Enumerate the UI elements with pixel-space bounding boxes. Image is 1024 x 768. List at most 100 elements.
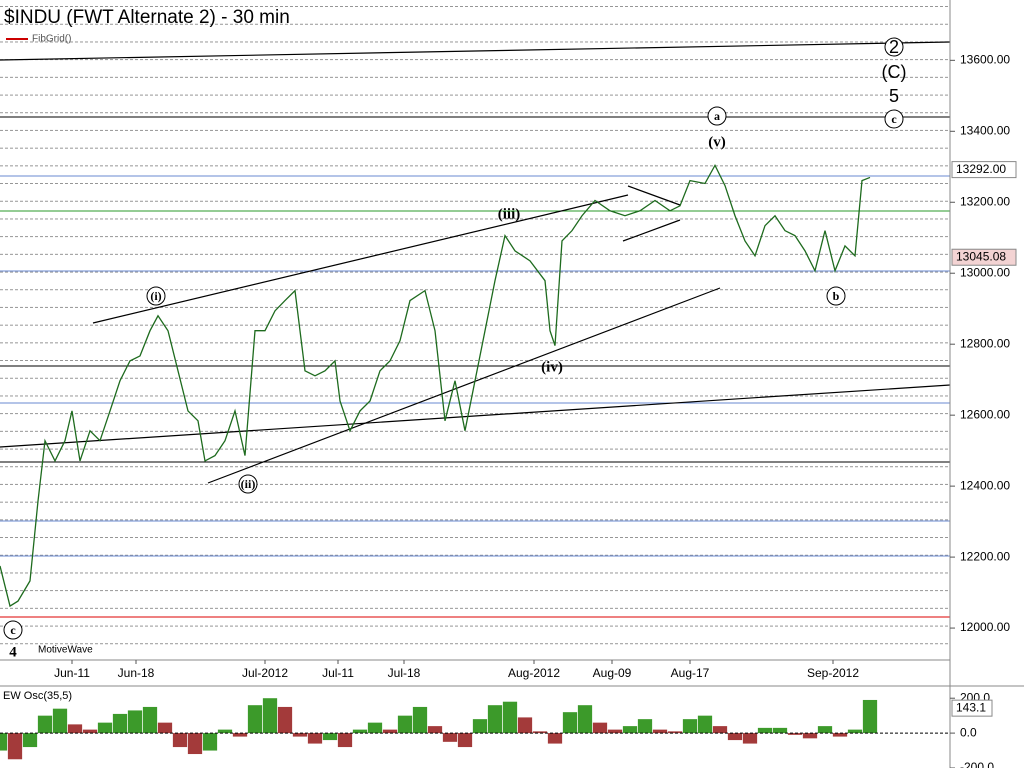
wave-label: 5: [889, 86, 899, 106]
osc-bar: [727, 733, 743, 741]
osc-bar: [127, 710, 143, 734]
wave-label: c: [10, 623, 16, 637]
wave-circle: [146, 286, 166, 306]
y-tick-label: 13400.00: [960, 123, 1010, 137]
x-tick-label: Aug-2012: [508, 666, 560, 680]
osc-bar: [397, 715, 413, 734]
osc-title: EW Osc(35,5): [3, 690, 72, 702]
osc-bar: [157, 722, 173, 734]
osc-bar: [82, 729, 98, 734]
fib-levels: [0, 116, 950, 618]
x-tick-label: Jul-11: [322, 666, 354, 680]
x-tick-label: Jul-2012: [242, 666, 288, 680]
wave-label: 2: [889, 37, 899, 57]
price-marker-label: 13292.00: [956, 162, 1006, 176]
y-tick-label: 0.0: [960, 725, 977, 739]
wave-circle: [884, 37, 904, 57]
osc-bar: [412, 706, 428, 734]
osc-bar: [262, 698, 278, 734]
wave-label: b: [833, 289, 840, 303]
x-tick-label: Sep-2012: [807, 666, 859, 680]
osc-bar: [772, 727, 788, 734]
price-marker: [951, 161, 1017, 179]
price-marker-label: 13045.08: [956, 249, 1006, 263]
osc-bar: [502, 701, 518, 734]
osc-bar: [682, 719, 698, 734]
x-tick-label: Jul-18: [388, 666, 421, 680]
osc-bar: [712, 726, 728, 734]
osc-bar: [592, 722, 608, 734]
y-tick-label: 12600.00: [960, 407, 1010, 421]
osc-bar: [97, 722, 113, 734]
osc-bar: [37, 715, 53, 734]
osc-bar: [142, 706, 158, 734]
y-tick-label: 13600.00: [960, 52, 1010, 66]
osc-bar: [112, 713, 128, 734]
wave-label: (v): [708, 134, 726, 150]
osc-bar: [742, 733, 758, 744]
osc-bar: [67, 724, 83, 734]
osc-bar: [442, 733, 458, 742]
osc-bar: [532, 731, 548, 734]
osc-bar: [307, 733, 323, 744]
osc-bar: [802, 733, 818, 739]
osc-bar: [7, 733, 23, 760]
wave-circle: [884, 109, 904, 129]
x-tick-label: Jun-11: [54, 666, 90, 680]
y-tick-label: -200.0: [960, 760, 994, 768]
y-tick-label: 12000.00: [960, 620, 1010, 634]
osc-bar: [202, 733, 218, 751]
osc-bar: [487, 705, 503, 734]
osc-bar: [277, 706, 293, 734]
osc-marker-label: 143.1: [956, 700, 986, 714]
osc-bar: [247, 705, 263, 734]
osc-bar: [517, 717, 533, 734]
osc-bar: [862, 699, 878, 734]
wave-circle: [826, 286, 846, 306]
osc-bar: [757, 727, 773, 734]
osc-bar: [337, 733, 353, 748]
chart-title: $INDU (FWT Alternate 2) - 30 min: [4, 7, 290, 28]
osc-bar: [187, 733, 203, 755]
osc-bar: [232, 733, 248, 737]
brand: MotiveWave: [38, 645, 93, 656]
osc-bar: [667, 731, 683, 734]
osc-bar: [427, 726, 443, 734]
wave-label: (i): [150, 289, 161, 303]
osc-bar: [622, 726, 638, 734]
fib-grid: [0, 0, 950, 660]
study-label: FibGrid(): [32, 34, 71, 45]
y-tick-label: 12400.00: [960, 478, 1010, 492]
osc-bar: [52, 708, 68, 734]
osc-bar: [292, 733, 308, 737]
price-marker: [951, 248, 1017, 266]
x-tick-label: Jun-18: [118, 666, 155, 680]
osc-bar: [562, 712, 578, 734]
osc-bar: [547, 733, 563, 744]
wave-label: (C): [882, 62, 907, 82]
y-tick-label: 12800.00: [960, 336, 1010, 350]
y-tick-label: 12200.00: [960, 549, 1010, 563]
wave-label: 4: [9, 644, 17, 660]
osc-bar: [457, 733, 473, 748]
price-line: [0, 163, 871, 608]
osc-bar: [847, 729, 863, 734]
wave-label: (iii): [498, 206, 521, 222]
osc-bar: [352, 729, 368, 734]
wave-circle: [707, 106, 727, 126]
osc-marker: [951, 699, 993, 717]
osc-bar: [172, 733, 188, 748]
trendlines: [0, 41, 951, 484]
wave-label: c: [891, 112, 897, 126]
osc-bar: [607, 729, 623, 734]
osc-bar: [832, 733, 848, 737]
y-tick-label: 13000.00: [960, 265, 1010, 279]
osc-bar: [382, 729, 398, 734]
wave-circle: [3, 620, 23, 640]
x-tick-label: Aug-17: [671, 666, 710, 680]
osc-bar: [0, 733, 8, 751]
osc-bar: [22, 733, 38, 748]
osc-bar: [217, 729, 233, 734]
osc-bar: [787, 733, 803, 735]
